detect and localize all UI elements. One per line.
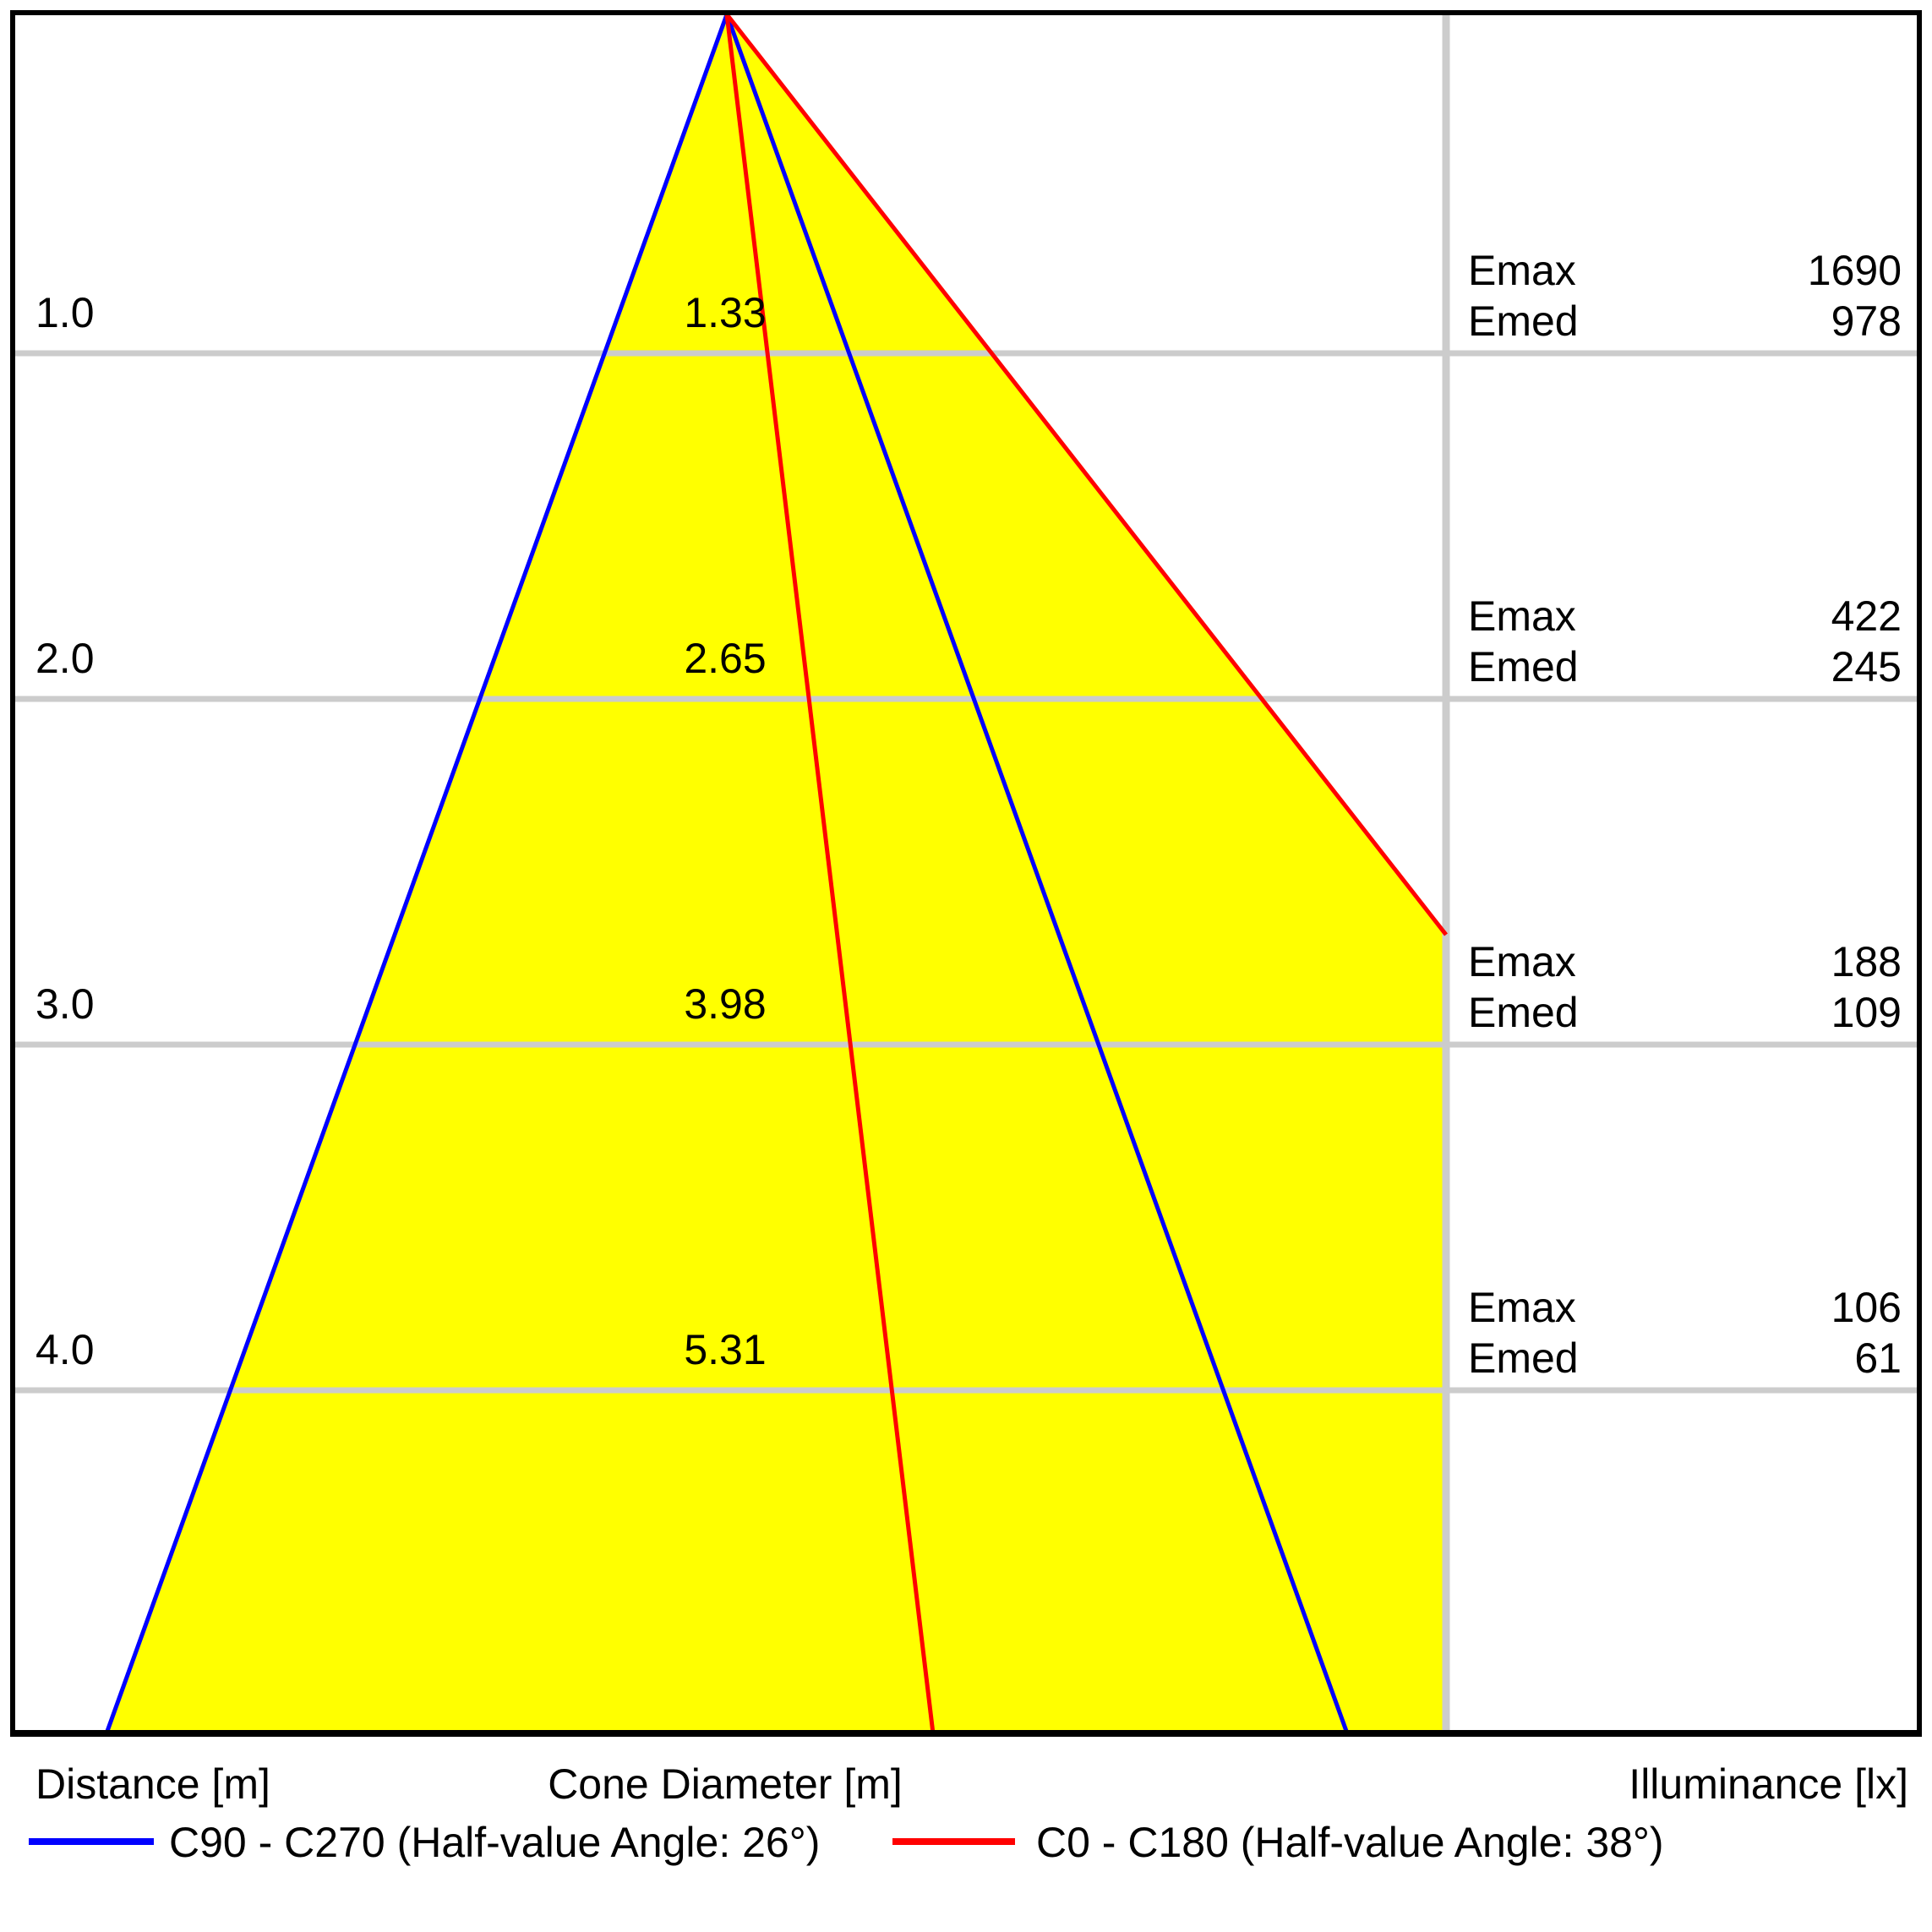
emax-label: Emax (1468, 1284, 1576, 1331)
emax-value: 1690 (1807, 247, 1902, 294)
distance-label-1m: 1.0 (35, 289, 95, 336)
c90-right-edge-line (724, 14, 1350, 1734)
legend-c90-swatch-rect (29, 1838, 154, 1845)
distance-label-3m: 3.0 (35, 980, 95, 1028)
emax-row-1m: Emax 1690 (1468, 247, 1902, 294)
legend-c90-label: C90 - C270 (Half-value Angle: 26°) (169, 1819, 821, 1866)
emed-row-4m: Emed 61 (1468, 1334, 1902, 1382)
cone-diameter-label-4m: 5.31 (684, 1326, 767, 1373)
emax-row-4m: Emax 106 (1468, 1284, 1902, 1331)
c0-right-edge-line (725, 13, 1448, 936)
emax-value: 422 (1831, 592, 1902, 640)
emed-value: 245 (1831, 643, 1902, 690)
emax-value: 106 (1831, 1284, 1902, 1331)
legend-c0-line-swatch (892, 1838, 1015, 1845)
legend-c0-label: C0 - C180 (Half-value Angle: 38°) (1036, 1819, 1664, 1866)
emax-label: Emax (1468, 592, 1576, 640)
c90-left-edge-line (104, 14, 729, 1734)
cone-diameter-axis-title: Cone Diameter [m] (548, 1760, 903, 1808)
emed-label: Emed (1468, 643, 1579, 690)
c0-left-edge-line (724, 14, 936, 1734)
cone-diameter-label-2m: 2.65 (684, 635, 767, 682)
beam-fill (106, 14, 1446, 1733)
emed-value: 61 (1854, 1334, 1902, 1382)
emax-label: Emax (1468, 938, 1576, 985)
emax-row-2m: Emax 422 (1468, 592, 1902, 640)
illuminance-axis-title: Illuminance [lx] (1629, 1760, 1908, 1808)
emax-row-3m: Emax 188 (1468, 938, 1902, 985)
emed-label: Emed (1468, 1334, 1579, 1382)
cone-diameter-label-1m: 1.33 (684, 289, 767, 336)
cone-diameter-label-3m: 3.98 (684, 980, 767, 1028)
emed-label: Emed (1468, 297, 1579, 345)
distance-axis-title: Distance [m] (35, 1760, 270, 1808)
legend-c90-line-swatch (29, 1838, 154, 1845)
legend-c0-swatch-rect (892, 1838, 1015, 1845)
distance-label-2m: 2.0 (35, 635, 95, 682)
emed-label: Emed (1468, 989, 1579, 1036)
emax-value: 188 (1831, 938, 1902, 985)
emax-label: Emax (1468, 247, 1576, 294)
emed-value: 109 (1831, 989, 1902, 1036)
emed-value: 978 (1831, 297, 1902, 345)
emed-row-1m: Emed 978 (1468, 297, 1902, 345)
emed-row-2m: Emed 245 (1468, 643, 1902, 690)
emed-row-3m: Emed 109 (1468, 989, 1902, 1036)
distance-label-4m: 4.0 (35, 1326, 95, 1373)
